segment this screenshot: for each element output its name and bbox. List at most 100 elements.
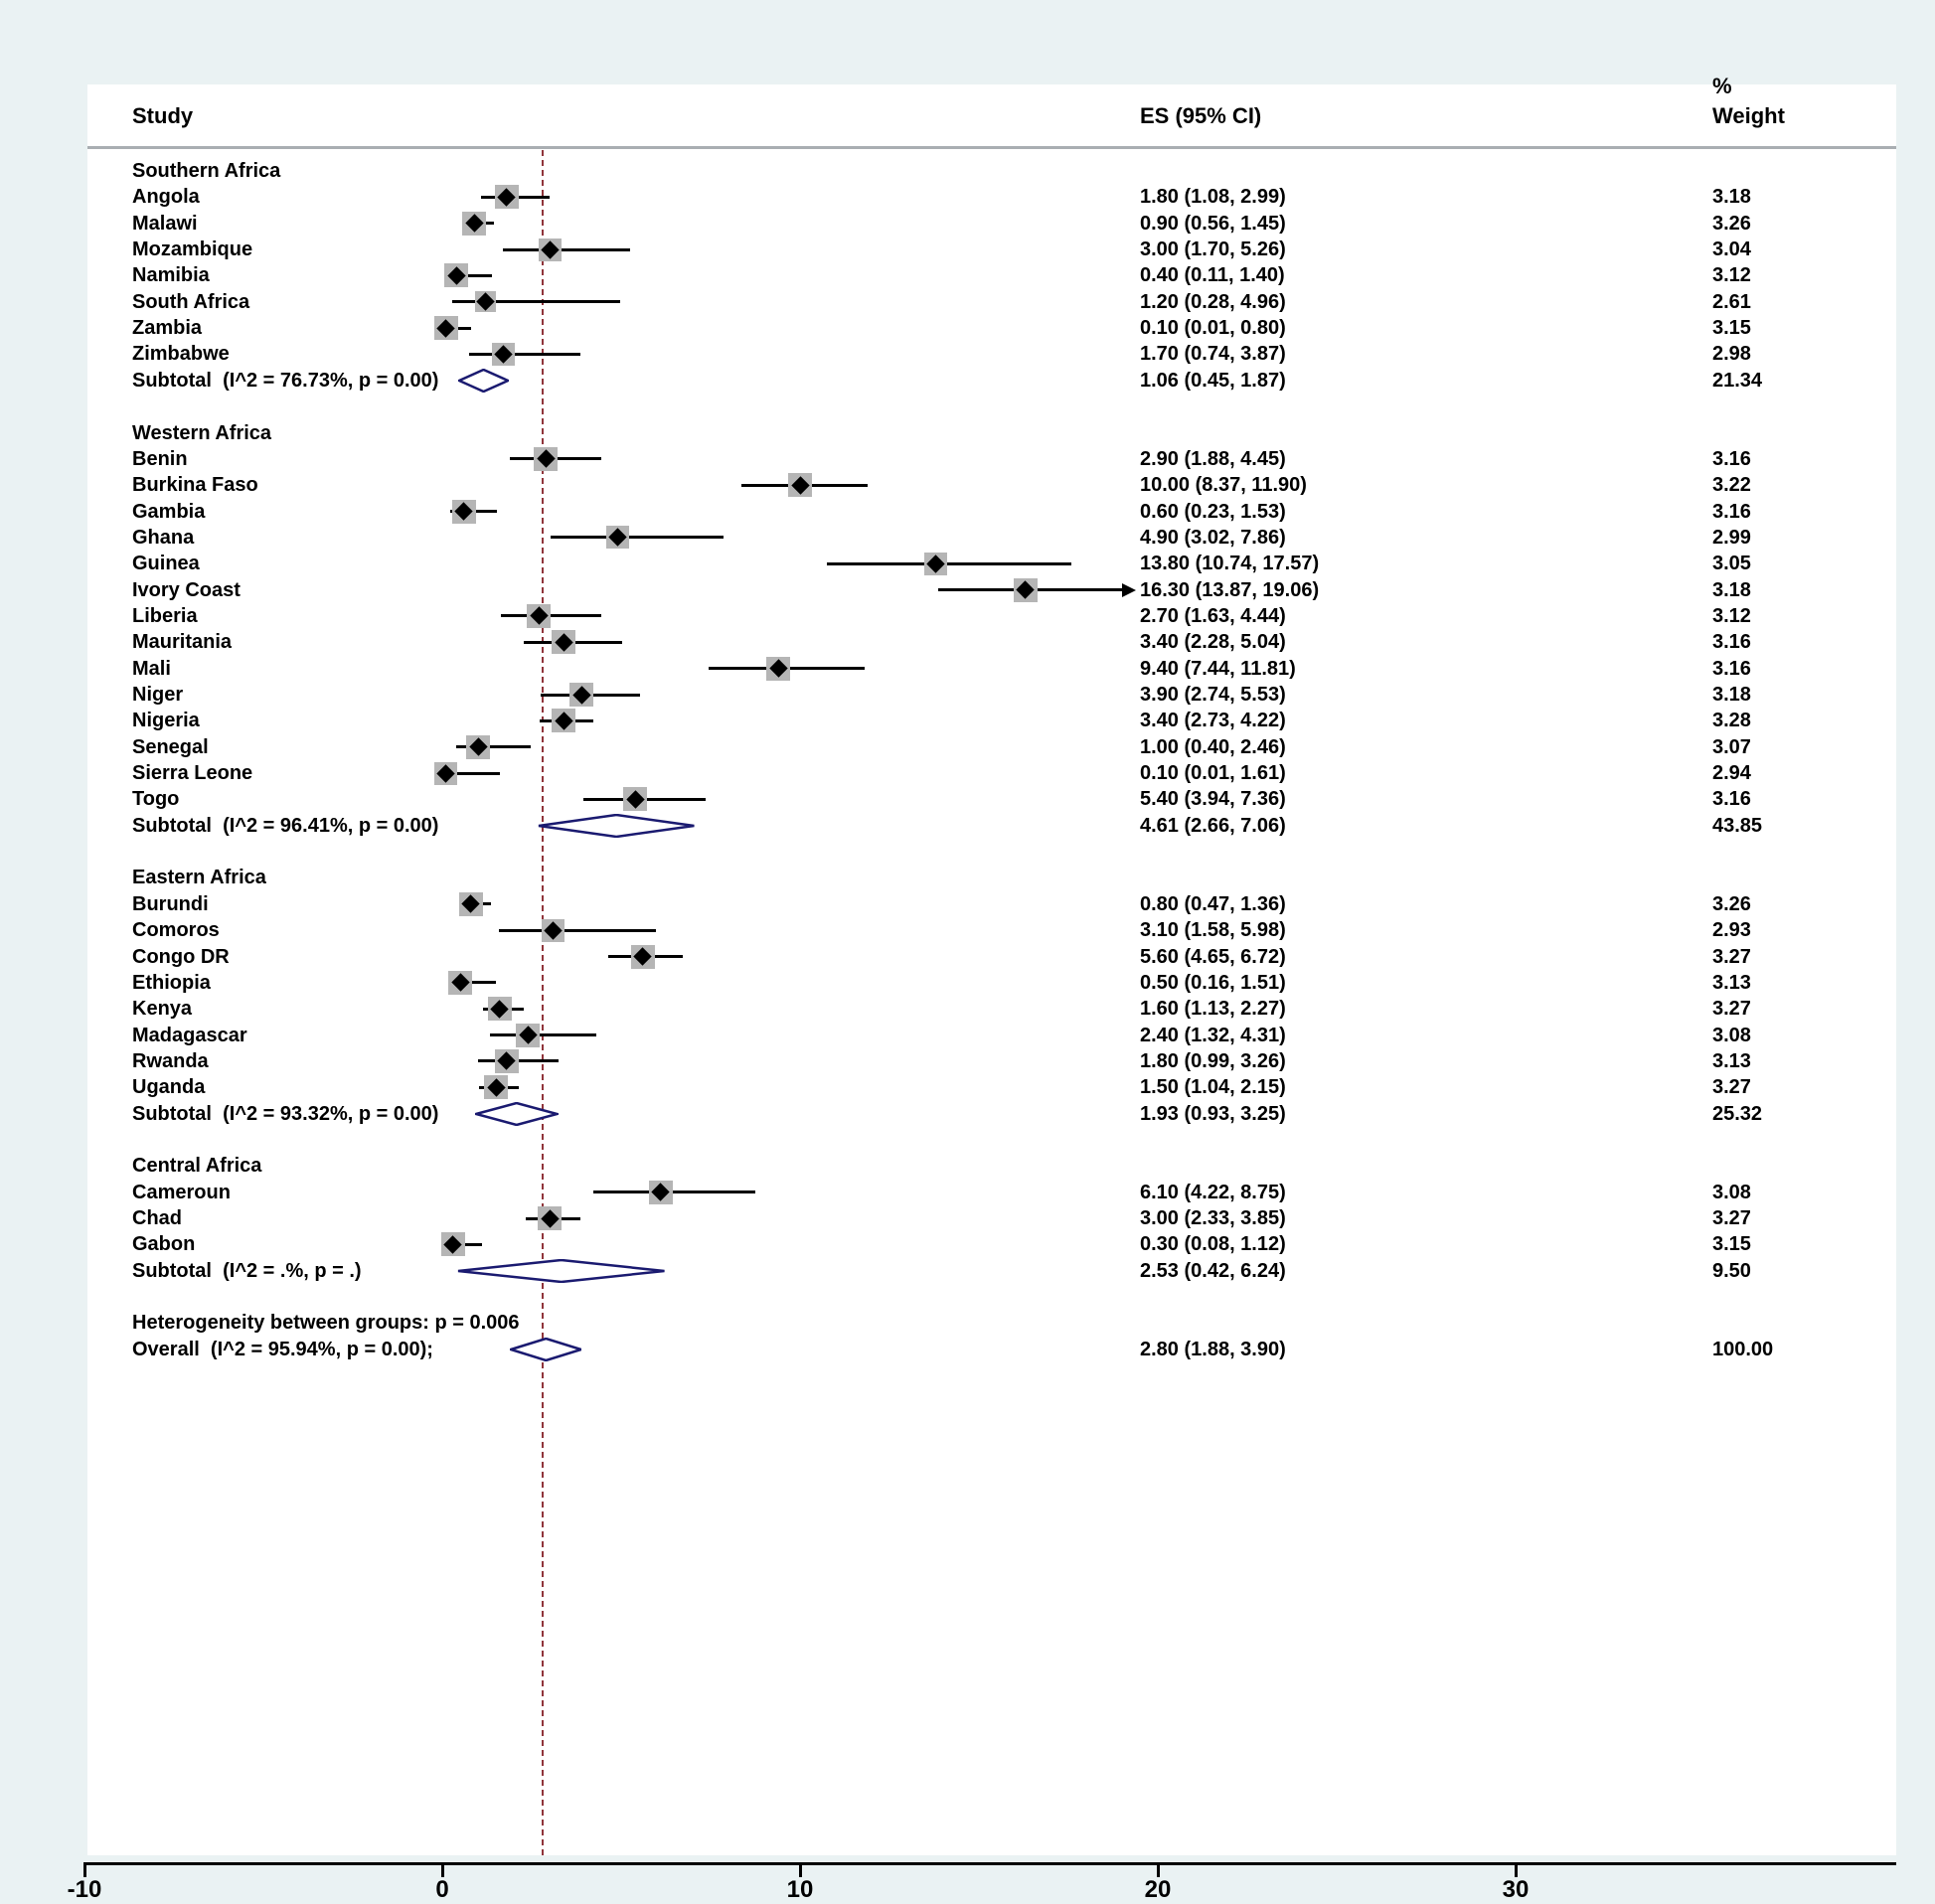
es-value: 1.80 (0.99, 3.26) bbox=[1140, 1049, 1286, 1072]
weight-value: 3.27 bbox=[1712, 1076, 1751, 1099]
es-value: 6.10 (4.22, 8.75) bbox=[1140, 1181, 1286, 1203]
es-value: 1.00 (0.40, 2.46) bbox=[1140, 735, 1286, 758]
axis-tick bbox=[440, 1862, 444, 1877]
study-label: Rwanda bbox=[132, 1049, 209, 1072]
group-label: Southern Africa bbox=[132, 160, 281, 182]
es-value: 1.06 (0.45, 1.87) bbox=[1140, 369, 1286, 392]
axis-tick-label: 10 bbox=[786, 1876, 814, 1903]
weight-value: 2.99 bbox=[1712, 526, 1751, 549]
overall-reference-line bbox=[541, 150, 544, 1855]
es-value: 2.70 (1.63, 4.44) bbox=[1140, 604, 1286, 627]
group-label: Central Africa bbox=[132, 1155, 262, 1178]
axis-tick-label: 20 bbox=[1144, 1876, 1172, 1903]
es-value: 2.80 (1.88, 3.90) bbox=[1140, 1338, 1286, 1360]
header-rule bbox=[87, 146, 1896, 149]
weight-value: 25.32 bbox=[1712, 1102, 1763, 1125]
es-value: 3.00 (2.33, 3.85) bbox=[1140, 1207, 1286, 1229]
study-label: Cameroun bbox=[132, 1181, 231, 1203]
ci-line bbox=[452, 300, 620, 304]
es-value: 0.80 (0.47, 1.36) bbox=[1140, 892, 1286, 915]
weight-value: 3.18 bbox=[1712, 684, 1751, 706]
weight-value: 43.85 bbox=[1712, 814, 1763, 837]
weight-value: 2.98 bbox=[1712, 343, 1751, 366]
overall-label: Overall (I^2 = 95.94%, p = 0.00); bbox=[132, 1338, 433, 1360]
es-value: 0.60 (0.23, 1.53) bbox=[1140, 500, 1286, 523]
ci-line bbox=[498, 928, 657, 932]
es-value: 0.50 (0.16, 1.51) bbox=[1140, 971, 1286, 994]
subtotal-diamond bbox=[456, 368, 512, 394]
study-label: Senegal bbox=[132, 735, 209, 758]
es-value: 3.10 (1.58, 5.98) bbox=[1140, 919, 1286, 942]
axis-tick bbox=[798, 1862, 802, 1877]
weight-value: 3.12 bbox=[1712, 604, 1751, 627]
ci-clip-arrow bbox=[1122, 582, 1137, 597]
weight-value: 2.93 bbox=[1712, 919, 1751, 942]
subtotal-label: Subtotal (I^2 = 76.73%, p = 0.00) bbox=[132, 369, 439, 392]
weight-value: 3.16 bbox=[1712, 657, 1751, 680]
study-label: Madagascar bbox=[132, 1024, 247, 1046]
weight-value: 3.26 bbox=[1712, 212, 1751, 235]
subtotal-diamond bbox=[457, 1258, 666, 1283]
es-value: 1.93 (0.93, 3.25) bbox=[1140, 1102, 1286, 1125]
study-label: Togo bbox=[132, 788, 180, 811]
weight-value: 3.04 bbox=[1712, 238, 1751, 261]
study-label: Gambia bbox=[132, 500, 206, 523]
weight-value: 3.08 bbox=[1712, 1024, 1751, 1046]
study-label: Mozambique bbox=[132, 238, 253, 261]
overall-diamond bbox=[506, 1337, 585, 1362]
weight-value: 3.28 bbox=[1712, 710, 1751, 732]
es-value: 2.40 (1.32, 4.31) bbox=[1140, 1024, 1286, 1046]
study-label: Ethiopia bbox=[132, 971, 211, 994]
es-value: 1.20 (0.28, 4.96) bbox=[1140, 290, 1286, 313]
study-label: Malawi bbox=[132, 212, 198, 235]
study-label: Sierra Leone bbox=[132, 762, 253, 785]
study-label: Guinea bbox=[132, 553, 200, 575]
subtotal-diamond bbox=[471, 1101, 563, 1126]
es-value: 5.40 (3.94, 7.36) bbox=[1140, 788, 1286, 811]
study-label: Burundi bbox=[132, 892, 209, 915]
weight-value: 3.13 bbox=[1712, 1049, 1751, 1072]
es-value: 1.80 (1.08, 2.99) bbox=[1140, 186, 1286, 209]
weight-value: 3.22 bbox=[1712, 474, 1751, 497]
es-value: 4.61 (2.66, 7.06) bbox=[1140, 814, 1286, 837]
study-label: Zimbabwe bbox=[132, 343, 230, 366]
study-label: Namibia bbox=[132, 264, 210, 287]
weight-value: 3.08 bbox=[1712, 1181, 1751, 1203]
es-value: 3.90 (2.74, 5.53) bbox=[1140, 684, 1286, 706]
ci-line bbox=[456, 745, 531, 749]
ci-line bbox=[500, 614, 601, 618]
ci-line bbox=[447, 981, 497, 985]
ci-line bbox=[489, 1033, 597, 1037]
ci-line bbox=[442, 771, 500, 775]
plot-panel bbox=[87, 84, 1896, 1855]
es-value: 0.30 (0.08, 1.12) bbox=[1140, 1233, 1286, 1256]
study-label: Kenya bbox=[132, 998, 193, 1021]
weight-value: 3.27 bbox=[1712, 1207, 1751, 1229]
axis-tick-label: 0 bbox=[435, 1876, 449, 1903]
es-value: 1.70 (0.74, 3.87) bbox=[1140, 343, 1286, 366]
es-value: 0.10 (0.01, 0.80) bbox=[1140, 317, 1286, 340]
ci-line bbox=[445, 273, 493, 277]
es-value: 0.40 (0.11, 1.40) bbox=[1140, 264, 1285, 287]
study-label: Comoros bbox=[132, 919, 220, 942]
weight-value: 3.26 bbox=[1712, 892, 1751, 915]
study-label: Burkina Faso bbox=[132, 474, 258, 497]
group-label: Eastern Africa bbox=[132, 867, 266, 889]
study-label: Ghana bbox=[132, 526, 195, 549]
weight-value: 2.61 bbox=[1712, 290, 1751, 313]
column-header-study: Study bbox=[132, 103, 194, 128]
ci-line bbox=[503, 247, 631, 251]
weight-value: 3.16 bbox=[1712, 500, 1751, 523]
weight-value: 3.07 bbox=[1712, 735, 1751, 758]
subtotal-label: Subtotal (I^2 = 96.41%, p = 0.00) bbox=[132, 814, 439, 837]
group-label: Western Africa bbox=[132, 421, 272, 444]
weight-value: 3.16 bbox=[1712, 788, 1751, 811]
study-label: Congo DR bbox=[132, 945, 230, 968]
subtotal-label: Subtotal (I^2 = .%, p = .) bbox=[132, 1259, 362, 1282]
axis-tick bbox=[1514, 1862, 1518, 1877]
study-label: Uganda bbox=[132, 1076, 206, 1099]
study-label: Niger bbox=[132, 684, 184, 706]
study-label: Angola bbox=[132, 186, 200, 209]
es-value: 3.00 (1.70, 5.26) bbox=[1140, 238, 1286, 261]
